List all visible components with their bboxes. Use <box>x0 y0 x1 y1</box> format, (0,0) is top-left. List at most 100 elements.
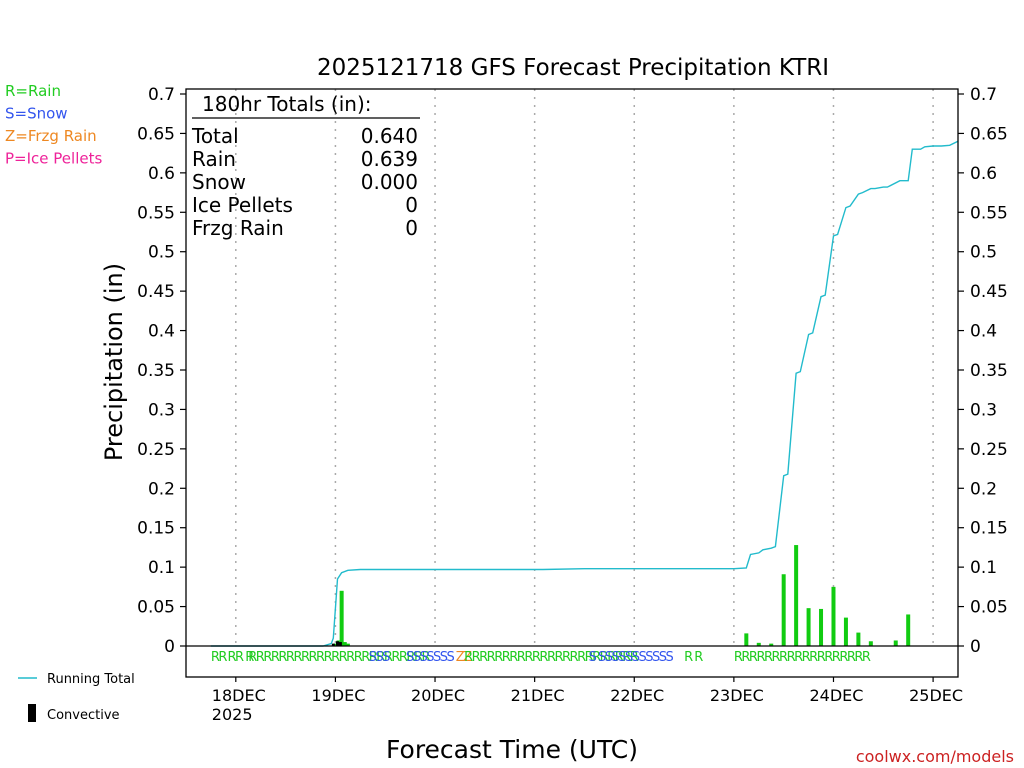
precip-bar <box>893 640 898 646</box>
ptype-legend: R=Rain S=Snow Z=Frzg Rain P=Ice Pellets <box>5 82 102 168</box>
precip-bar <box>345 643 350 646</box>
precip-bar <box>769 643 774 646</box>
y-tick-label-left: 0.55 <box>137 203 175 223</box>
totals-box: 180hr Totals (in): Total 0.640 Rain 0.639 Sno… <box>191 92 420 240</box>
precip-bars <box>333 545 911 646</box>
x-axis-label: Forecast Time (UTC) <box>386 735 638 764</box>
convective-bar <box>335 641 339 646</box>
precip-bar <box>342 642 347 646</box>
totals-row-value: 0 <box>405 193 418 217</box>
running-total-line <box>210 140 959 647</box>
precip-bar <box>339 590 344 646</box>
x-tick-label: 21DEC <box>511 686 565 705</box>
y-tick-label-right: 0.3 <box>970 400 997 420</box>
totals-row-label: Total <box>191 124 239 148</box>
totals-row-label: Ice Pellets <box>192 193 293 217</box>
y-tick-label-right: 0.1 <box>970 558 997 578</box>
convective-legend-label: Convective <box>47 708 120 723</box>
x-tick-label: 19DEC <box>311 686 365 705</box>
ptype-mark: R R <box>684 650 703 665</box>
y-tick-label-left: 0.1 <box>148 558 175 578</box>
grid-lines <box>235 89 934 646</box>
ptype-mark: RRRRRRRRRRRRRRRRRRRRRRRR <box>248 650 430 665</box>
y-tick-label-right: 0.5 <box>970 243 997 263</box>
x-tick-label: 24DEC <box>809 686 863 705</box>
totals-row-label: Rain <box>192 147 236 171</box>
precip-bar <box>806 608 811 646</box>
plot-frame <box>185 88 959 678</box>
x-tick-label: 20DEC <box>411 686 465 705</box>
y-tick-label-left: 0 <box>164 637 175 657</box>
y-tick-label-right: 0.6 <box>970 164 997 184</box>
y-tick-label-right: 0.4 <box>970 322 997 342</box>
y-tick-label-right: 0 <box>970 637 981 657</box>
x-tick-label: 18DEC <box>212 686 266 705</box>
precip-bar <box>819 608 824 646</box>
y-tick-label-left: 0.3 <box>148 400 175 420</box>
x-tick-label: 25DEC <box>909 686 963 705</box>
precip-bar <box>794 545 799 646</box>
y-tick-label-left: 0.35 <box>137 361 175 381</box>
precip-bar <box>333 643 338 646</box>
precip-bar <box>756 642 761 646</box>
totals-header: 180hr Totals (in): <box>202 92 372 116</box>
totals-row-value: 0.000 <box>361 170 418 194</box>
y-tick-label-left: 0.45 <box>137 282 175 302</box>
chart-title: 2025121718 GFS Forecast Precipitation KT… <box>317 55 829 81</box>
y-tick-label-left: 0.5 <box>148 243 175 263</box>
y-tick-label-right: 0.65 <box>970 124 1008 144</box>
y-tick-label-right: 0.55 <box>970 203 1008 223</box>
ptype-mark: RRRRRRRRRRRRRRRRRRRRRRR <box>464 650 639 665</box>
y-tick-label-right: 0.25 <box>970 440 1008 460</box>
y-tick-label-right: 0.05 <box>970 598 1008 618</box>
y-tick-label-left: 0.7 <box>148 85 175 105</box>
x-tick-label: 22DEC <box>610 686 664 705</box>
running-total-legend-label: Running Total <box>47 672 135 687</box>
convective-swatch <box>28 704 36 722</box>
ptype-mark: RR <box>211 650 228 665</box>
precip-bar <box>856 632 861 646</box>
y-axis-label: Precipitation (in) <box>100 263 128 461</box>
totals-row-label: Frzg Rain <box>192 216 284 240</box>
y-tick-label-left: 0.05 <box>137 598 175 618</box>
y-tick-label-left: 0.2 <box>148 479 175 499</box>
legend-item: R=Rain <box>5 82 61 100</box>
y-axis-ticks: 0 00.05 0.050.1 0.10.15 0.150.2 0.20.25 0.250.… <box>137 85 1008 657</box>
convective-bar <box>338 642 342 646</box>
precip-bar <box>781 574 786 646</box>
precip-bar <box>868 641 873 646</box>
y-tick-label-right: 0.2 <box>970 479 997 499</box>
x-tick-sublabel: 2025 <box>212 705 253 724</box>
legend-item: P=Ice Pellets <box>5 150 102 168</box>
ptype-mark: RRRRRRRRRRRRRRRRRR <box>734 650 871 665</box>
x-tick-label: 23DEC <box>710 686 764 705</box>
y-tick-label-left: 0.65 <box>137 124 175 144</box>
totals-row-label: Snow <box>192 170 246 194</box>
totals-row-value: 0.639 <box>361 147 418 171</box>
ptype-mark: ZZ <box>456 650 472 665</box>
y-tick-label-left: 0.6 <box>148 164 175 184</box>
totals-row-value: 0 <box>405 216 418 240</box>
ptype-mark: SSS <box>369 650 391 665</box>
y-tick-label-left: 0.25 <box>137 440 175 460</box>
ptype-mark: S SSSSSSSSSSS <box>589 650 674 665</box>
precip-bar <box>843 617 848 646</box>
credit-text: coolwx.com/models <box>856 747 1014 766</box>
precip-bar <box>744 633 749 646</box>
y-tick-label-right: 0.35 <box>970 361 1008 381</box>
y-tick-label-right: 0.7 <box>970 85 997 105</box>
legend-item: Z=Frzg Rain <box>5 127 97 145</box>
y-tick-label-left: 0.15 <box>137 519 175 539</box>
convective-bars <box>331 641 342 646</box>
convective-bar <box>331 643 335 646</box>
y-tick-label-right: 0.45 <box>970 282 1008 302</box>
ptype-mark: RR R <box>228 650 255 665</box>
y-tick-label-right: 0.15 <box>970 519 1008 539</box>
series-legend: Running Total Convective <box>18 672 135 723</box>
legend-item: S=Snow <box>5 105 68 123</box>
ptype-mark: SSSSSSS <box>406 650 455 665</box>
y-tick-label-left: 0.4 <box>148 322 175 342</box>
